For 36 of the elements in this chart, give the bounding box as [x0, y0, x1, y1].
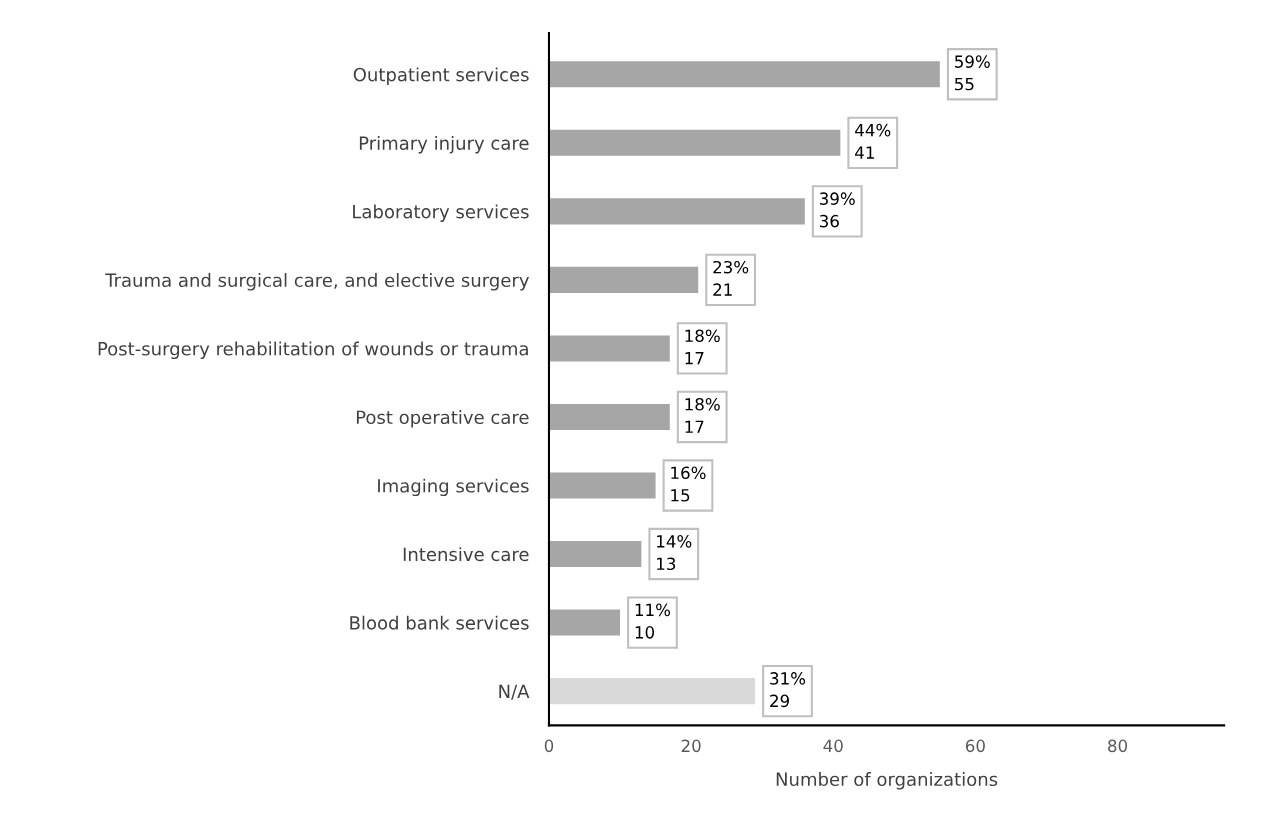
x-tick-label: 80 [1108, 739, 1128, 753]
bar [548, 335, 670, 362]
y-tick-label: Primary injury care [359, 135, 529, 154]
y-tick-label: Outpatient services [353, 67, 529, 85]
bar [548, 61, 940, 88]
x-tick-label: 40 [823, 739, 843, 753]
bar [548, 129, 841, 156]
bar [548, 609, 621, 636]
bar [548, 472, 656, 499]
bar [548, 403, 670, 430]
x-tick-label: 20 [681, 739, 701, 753]
data-label: 18% 17 [685, 329, 720, 365]
y-tick-label: Post-surgery rehabilitation of wounds or trauma [98, 341, 528, 360]
y-tick-label: Blood bank services [350, 615, 529, 630]
data-label: 11% 10 [635, 603, 671, 639]
data-label: 16% 15 [671, 466, 706, 502]
data-label: 18% 17 [685, 397, 720, 433]
data-label: 44% 41 [855, 123, 891, 159]
bar [548, 541, 642, 568]
y-tick-label: Imaging services [378, 478, 529, 497]
bar [548, 198, 805, 225]
y-tick-label: Post operative care [356, 410, 529, 428]
bar [548, 266, 699, 293]
y-tick-label: Intensive care [403, 547, 529, 562]
bar [548, 678, 756, 705]
data-label: 14% 13 [657, 535, 692, 571]
data-label: 39% 36 [819, 192, 855, 228]
x-tick-label: 60 [965, 739, 985, 753]
x-axis-title: Number of organizations [776, 772, 998, 790]
data-label: 23% 21 [713, 260, 749, 296]
data-label: 31% 29 [770, 672, 806, 708]
y-tick-label: Trauma and surgical care, and elective surgery [105, 273, 529, 291]
data-label: 59% 55 [955, 55, 990, 91]
y-tick-label: N/A [499, 684, 530, 700]
y-tick-label: Laboratory services [353, 204, 529, 222]
x-tick-label: 0 [544, 739, 554, 753]
